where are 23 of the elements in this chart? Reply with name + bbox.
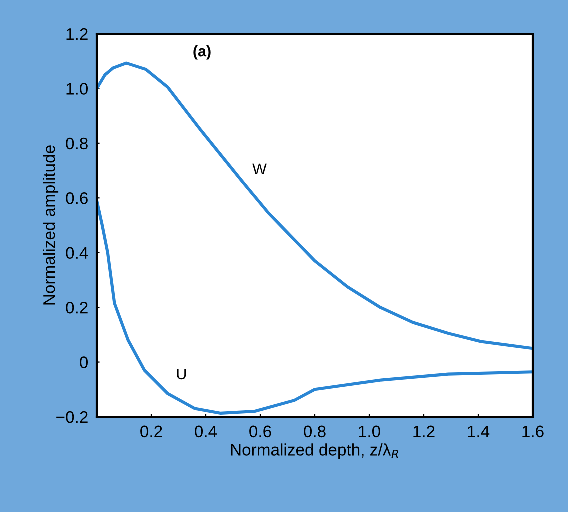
x-tick-label: 1.2 xyxy=(414,426,435,438)
y-tick-label: 1.2 xyxy=(66,28,88,40)
x-tick-label: 1.4 xyxy=(468,426,490,438)
x-tick-label: 0.4 xyxy=(195,426,218,438)
series-label: U xyxy=(177,368,186,380)
x-axis-title: Normalized depth, z/λ$_{R}$ xyxy=(231,444,398,460)
x-tick-label: 0.2 xyxy=(140,426,162,438)
y-axis-title: Normalized amplitude xyxy=(43,146,59,305)
y-tick-label: 0.6 xyxy=(66,192,88,204)
series-label: W xyxy=(252,164,267,174)
y-tick-label: 0.4 xyxy=(66,247,88,260)
x-tick-label: 1.0 xyxy=(359,426,380,438)
x-tick-label: 0.6 xyxy=(250,426,272,438)
x-tick-label: 0.8 xyxy=(304,426,326,438)
y-tick-label: 0 xyxy=(80,356,88,368)
line-series xyxy=(97,199,533,415)
y-tick-label: 1.0 xyxy=(66,83,88,95)
y-tick-label: 0.8 xyxy=(66,138,88,150)
x-tick-label: 1.6 xyxy=(522,426,544,438)
y-tick-label: −0.2 xyxy=(56,411,88,424)
y-tick-label: 0.2 xyxy=(66,302,88,314)
annotation: (a) xyxy=(194,45,211,60)
line-series xyxy=(97,62,533,350)
